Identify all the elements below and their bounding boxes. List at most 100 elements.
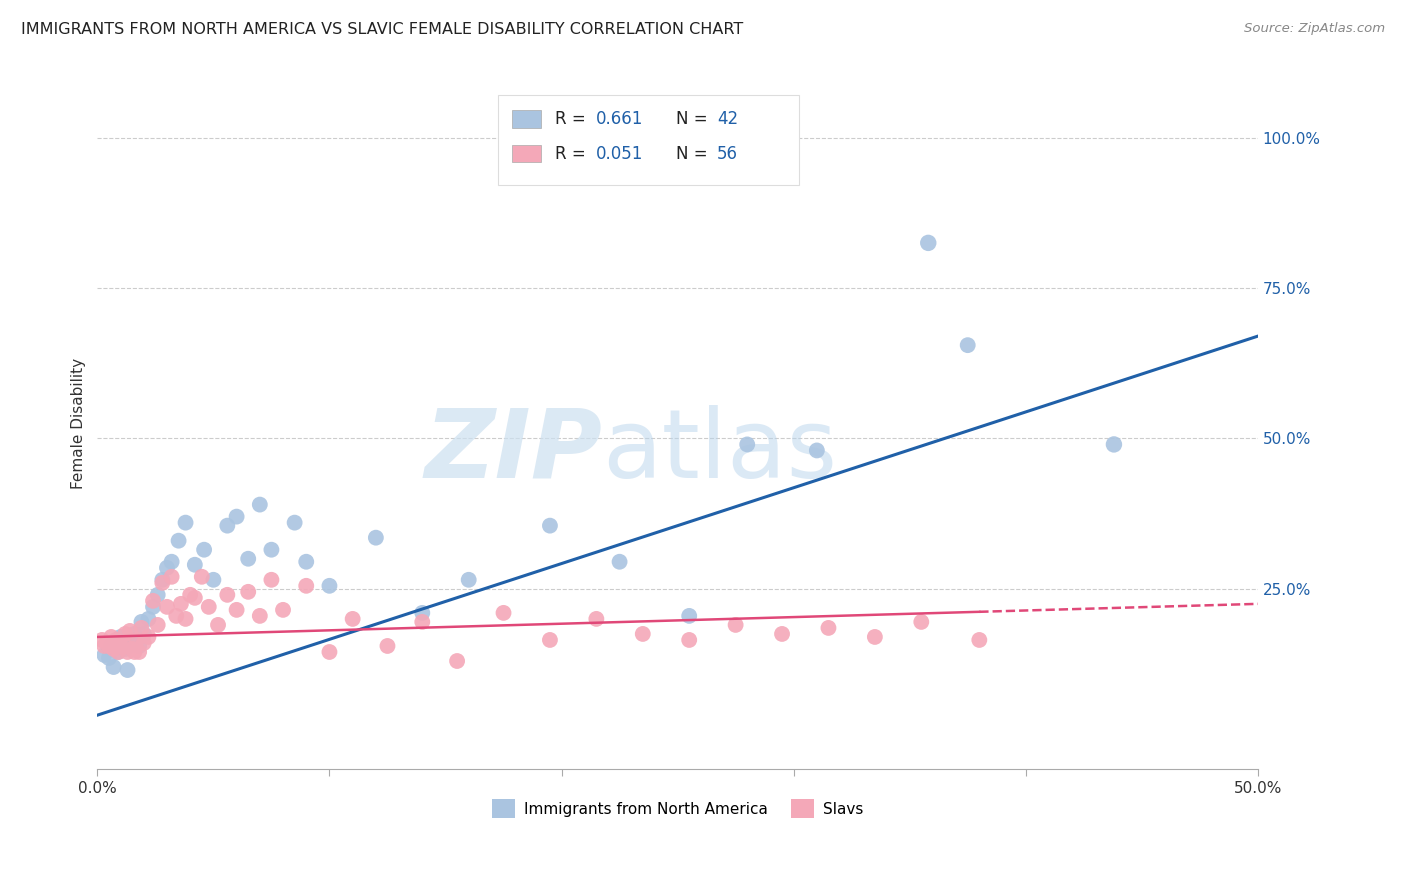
Point bbox=[156, 561, 179, 575]
Point bbox=[446, 654, 468, 668]
Point bbox=[910, 615, 932, 629]
Point bbox=[138, 612, 160, 626]
Point bbox=[238, 551, 260, 566]
Text: R =: R = bbox=[554, 145, 591, 162]
Point bbox=[217, 518, 239, 533]
Point bbox=[124, 627, 146, 641]
Point bbox=[377, 639, 399, 653]
FancyBboxPatch shape bbox=[512, 111, 541, 128]
Point bbox=[142, 599, 165, 614]
Point bbox=[131, 621, 153, 635]
Point bbox=[724, 618, 747, 632]
Point bbox=[193, 542, 215, 557]
Point bbox=[97, 639, 120, 653]
Point bbox=[91, 632, 114, 647]
Point bbox=[225, 509, 247, 524]
Point bbox=[956, 338, 979, 352]
Text: IMMIGRANTS FROM NORTH AMERICA VS SLAVIC FEMALE DISABILITY CORRELATION CHART: IMMIGRANTS FROM NORTH AMERICA VS SLAVIC … bbox=[21, 22, 744, 37]
Point bbox=[142, 594, 165, 608]
Point bbox=[207, 618, 229, 632]
Point bbox=[457, 573, 479, 587]
Point bbox=[114, 642, 136, 657]
Text: N =: N = bbox=[676, 145, 713, 162]
Point bbox=[260, 542, 283, 557]
Point bbox=[146, 618, 169, 632]
Point bbox=[156, 599, 179, 614]
Point bbox=[806, 443, 828, 458]
Point bbox=[585, 612, 607, 626]
Point bbox=[165, 608, 187, 623]
Point bbox=[93, 639, 115, 653]
Point bbox=[125, 632, 148, 647]
Point bbox=[118, 624, 141, 638]
Text: 0.661: 0.661 bbox=[596, 110, 644, 128]
Point bbox=[271, 603, 294, 617]
Point bbox=[114, 627, 136, 641]
Point bbox=[103, 660, 125, 674]
Point bbox=[735, 437, 758, 451]
Point bbox=[609, 555, 631, 569]
Point bbox=[131, 615, 153, 629]
Point bbox=[284, 516, 307, 530]
FancyBboxPatch shape bbox=[498, 95, 800, 185]
Text: ZIP: ZIP bbox=[425, 405, 602, 498]
Point bbox=[295, 579, 318, 593]
FancyBboxPatch shape bbox=[512, 145, 541, 162]
Point bbox=[97, 651, 120, 665]
Point bbox=[150, 575, 173, 590]
Point bbox=[100, 639, 122, 653]
Point bbox=[678, 632, 700, 647]
Point bbox=[184, 591, 207, 605]
Point bbox=[146, 588, 169, 602]
Point bbox=[179, 588, 201, 602]
Point bbox=[225, 603, 247, 617]
Point bbox=[770, 130, 793, 145]
Point bbox=[107, 645, 129, 659]
Point bbox=[538, 632, 561, 647]
Point bbox=[174, 612, 197, 626]
Text: 56: 56 bbox=[717, 145, 738, 162]
Point bbox=[132, 627, 155, 641]
Text: 42: 42 bbox=[717, 110, 738, 128]
Point bbox=[770, 627, 793, 641]
Point bbox=[138, 630, 160, 644]
Point bbox=[117, 645, 139, 659]
Point bbox=[93, 648, 115, 662]
Point bbox=[103, 642, 125, 657]
Point bbox=[184, 558, 207, 572]
Point bbox=[249, 608, 271, 623]
Point bbox=[492, 606, 515, 620]
Point bbox=[170, 597, 193, 611]
Point bbox=[411, 615, 433, 629]
Point bbox=[538, 518, 561, 533]
Point bbox=[318, 579, 340, 593]
Point bbox=[191, 570, 214, 584]
Text: 0.051: 0.051 bbox=[596, 145, 644, 162]
Point bbox=[110, 639, 132, 653]
Point bbox=[238, 584, 260, 599]
Point bbox=[249, 498, 271, 512]
Point bbox=[202, 573, 225, 587]
Point bbox=[121, 642, 143, 657]
Point bbox=[863, 630, 886, 644]
Text: Source: ZipAtlas.com: Source: ZipAtlas.com bbox=[1244, 22, 1385, 36]
Point bbox=[342, 612, 364, 626]
Legend: Immigrants from North America, Slavs: Immigrants from North America, Slavs bbox=[486, 793, 869, 824]
Text: N =: N = bbox=[676, 110, 713, 128]
Point bbox=[104, 636, 127, 650]
Point bbox=[110, 630, 132, 644]
Point bbox=[411, 606, 433, 620]
Point bbox=[128, 639, 150, 653]
Point bbox=[364, 531, 387, 545]
Point bbox=[969, 632, 991, 647]
Point bbox=[817, 621, 839, 635]
Text: R =: R = bbox=[554, 110, 591, 128]
Point bbox=[174, 516, 197, 530]
Point bbox=[295, 555, 318, 569]
Point bbox=[197, 599, 219, 614]
Point bbox=[132, 636, 155, 650]
Text: atlas: atlas bbox=[602, 405, 838, 498]
Point bbox=[100, 630, 122, 644]
Point bbox=[96, 636, 118, 650]
Point bbox=[160, 555, 183, 569]
